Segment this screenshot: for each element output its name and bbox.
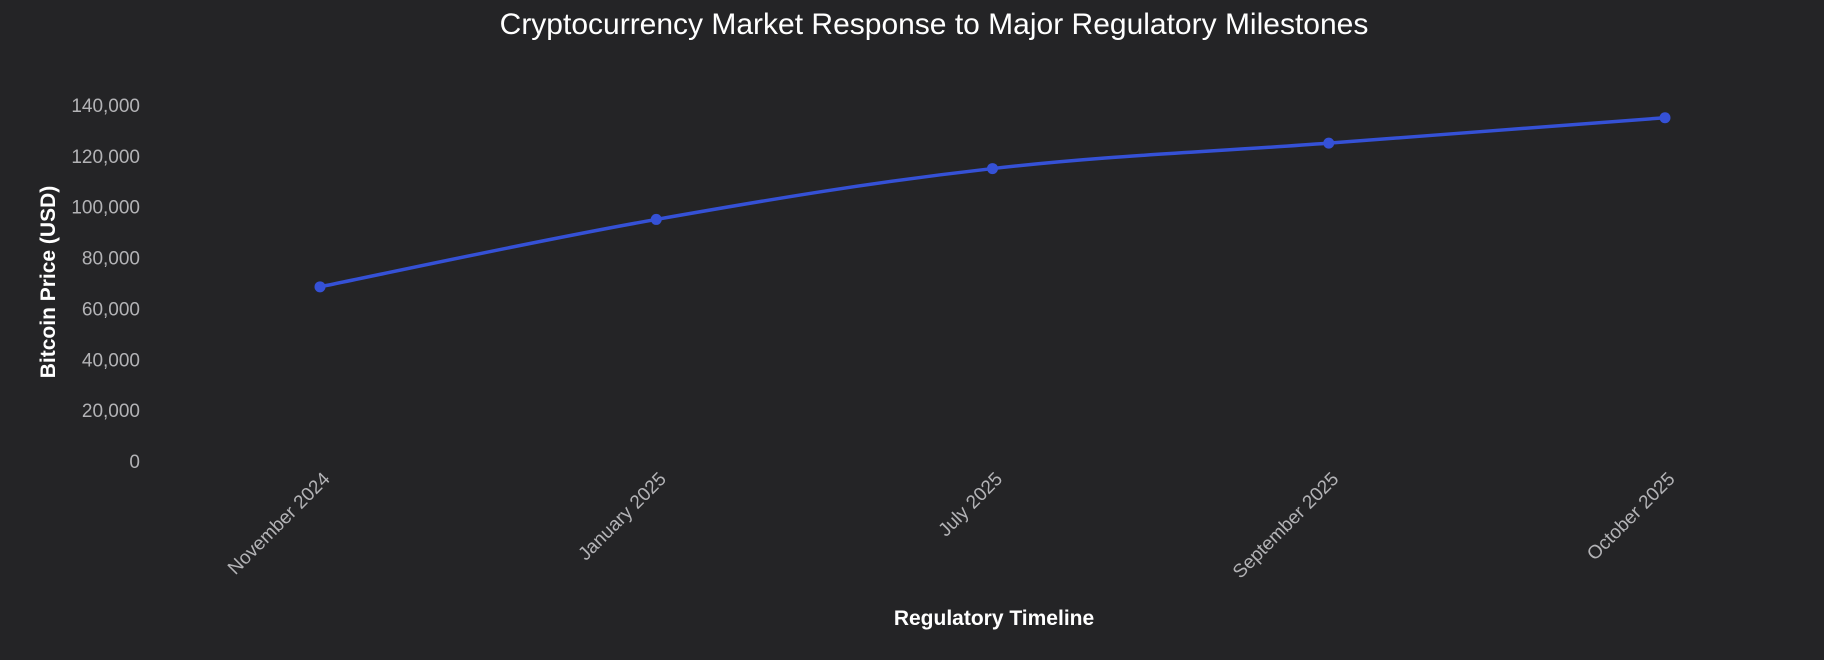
plot-area: [314, 112, 1671, 293]
data-point: [1323, 137, 1335, 149]
y-tick-label: 0: [129, 452, 140, 473]
y-axis-title: Bitcoin Price (USD): [37, 186, 60, 379]
y-tick-label: 20,000: [82, 401, 140, 422]
y-tick-label: 60,000: [82, 299, 140, 320]
series-line: [319, 115, 1666, 289]
y-axis-ticks: 0 20,000 40,000 60,000 80,000 100,000 120,000 1…: [71, 96, 140, 473]
x-tick-label: November 2024: [224, 468, 335, 579]
y-tick-label: 140,000: [71, 96, 140, 117]
data-point: [314, 281, 326, 293]
x-axis-ticks: November 2024 January 2025 July 2025 Septem…: [224, 468, 1679, 582]
x-tick-label: September 2025: [1229, 469, 1343, 583]
x-axis-title: Regulatory Timeline: [894, 607, 1094, 630]
x-tick-label: January 2025: [575, 469, 671, 565]
chart-title: Cryptocurrency Market Response to Major …: [500, 8, 1369, 41]
y-tick-label: 40,000: [82, 350, 140, 371]
data-point: [650, 213, 662, 225]
data-point: [1659, 112, 1671, 124]
y-tick-label: 120,000: [71, 147, 140, 168]
x-tick-label: July 2025: [935, 469, 1007, 541]
x-tick-label: October 2025: [1583, 469, 1679, 565]
data-point: [987, 163, 998, 175]
y-tick-label: 80,000: [82, 249, 140, 270]
y-tick-label: 100,000: [71, 198, 140, 219]
